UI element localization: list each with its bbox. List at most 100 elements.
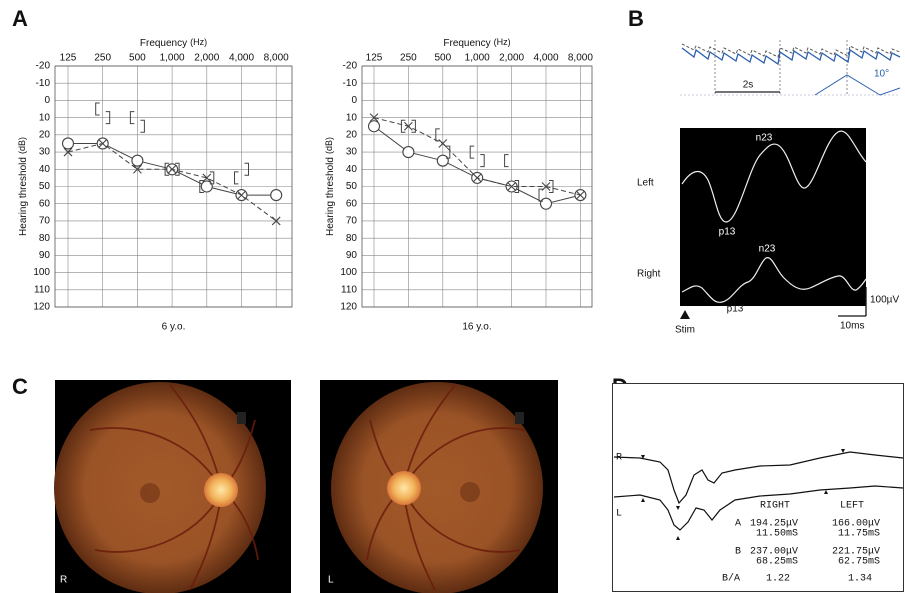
x-axis-title: Frequency xyxy=(140,38,187,49)
y-tick-label: 80 xyxy=(39,233,51,244)
row-label: B xyxy=(735,547,741,558)
y-tick-label: 100 xyxy=(340,267,357,278)
marker-bracket-left xyxy=(505,155,509,167)
marker-circle xyxy=(369,121,380,132)
y-tick-label: 100 xyxy=(33,267,50,278)
macula xyxy=(140,483,160,503)
cell: 68.25mS xyxy=(756,557,798,568)
x-tick-label: 8,000 xyxy=(568,53,593,64)
y-axis-unit: (dB) xyxy=(324,137,334,154)
peak-label: p13 xyxy=(727,304,744,315)
y-tick-label: 50 xyxy=(346,181,358,192)
eye-label: L xyxy=(328,575,334,586)
y-tick-label: -10 xyxy=(36,78,51,89)
y-tick-label: -20 xyxy=(36,61,51,72)
y-axis-label: Hearing threshold (dB) xyxy=(17,137,28,236)
x-tick-label: 125 xyxy=(60,53,77,64)
y-tick-label: 60 xyxy=(39,198,51,209)
macula xyxy=(460,482,480,502)
trace-label: L xyxy=(616,509,622,520)
trace-label: R xyxy=(616,453,622,464)
y-tick-label: 70 xyxy=(39,216,51,227)
stim-marker xyxy=(680,310,690,319)
y-tick-label: 110 xyxy=(341,284,357,295)
page: A B C D -20-1001020304050607080901001101… xyxy=(0,0,905,593)
y-tick-label: -20 xyxy=(343,61,358,72)
y-axis-unit: (dB) xyxy=(17,137,27,154)
cell: 62.75mS xyxy=(838,557,880,568)
y-tick-label: 50 xyxy=(39,181,51,192)
y-tick-label: 60 xyxy=(346,198,358,209)
marker-circle xyxy=(271,190,282,201)
marker-circle xyxy=(437,155,448,166)
x-tick-label: 2,000 xyxy=(499,53,524,64)
marker-circle xyxy=(541,198,552,209)
column-header: RIGHT xyxy=(760,501,790,512)
chart-caption: 6 y.o. xyxy=(162,322,186,333)
fundus-left: L xyxy=(320,380,558,593)
marker-bracket-left xyxy=(96,103,100,115)
y-axis-title: Hearing threshold xyxy=(18,157,29,236)
eye-label: R xyxy=(60,575,67,586)
y-tick-label: -10 xyxy=(343,78,358,89)
optic-disc xyxy=(387,471,421,505)
y-tick-label: 70 xyxy=(346,216,358,227)
marker-bracket-left xyxy=(235,172,239,184)
panel-label: B xyxy=(628,6,644,31)
x-axis-label: Frequency(Hz) xyxy=(140,37,207,48)
y-tick-label: 10 xyxy=(39,112,51,123)
y-tick-label: 40 xyxy=(346,164,358,175)
y-tick-label: 10 xyxy=(346,112,358,123)
x-tick-label: 2,000 xyxy=(194,53,219,64)
row-label: A xyxy=(735,519,741,530)
audiograms: -20 -10 0 10 20 30 40 50 60 70 80 90 100 110 120 125 250… xyxy=(17,37,593,332)
stim-label: Stim xyxy=(675,325,695,336)
y-tick-label: 0 xyxy=(44,95,50,106)
x-tick-label: 250 xyxy=(94,53,111,64)
x-tick-label: 1,000 xyxy=(160,53,185,64)
y-tick-label: 120 xyxy=(33,302,50,313)
peak-label: n23 xyxy=(756,133,773,144)
x-axis-unit: (Hz) xyxy=(494,37,511,47)
y-tick-label: 40 xyxy=(39,164,51,175)
y-tick-label: 30 xyxy=(346,147,358,158)
peak-label: p13 xyxy=(719,227,736,238)
column-header: LEFT xyxy=(840,501,864,512)
y-axis-title: Hearing threshold xyxy=(325,157,336,236)
y-tick-label: 20 xyxy=(39,129,51,140)
y-tick-label: 30 xyxy=(39,147,51,158)
panel-label: A xyxy=(12,6,28,31)
notch xyxy=(515,412,524,424)
notch xyxy=(237,412,246,424)
marker-bracket-right xyxy=(480,155,484,167)
y-tick-label: 120 xyxy=(340,302,357,313)
x-tick-label: 500 xyxy=(129,53,146,64)
x-tick-label: 250 xyxy=(400,53,417,64)
x-tick-label: 1,000 xyxy=(465,53,490,64)
cell: 1.34 xyxy=(848,574,872,585)
cell: 11.50mS xyxy=(756,529,798,540)
x-tick-label: 4,000 xyxy=(229,53,254,64)
peak-label: n23 xyxy=(759,244,776,255)
cell: 11.75mS xyxy=(838,529,880,540)
fundus-right: R xyxy=(54,380,291,593)
vep-background xyxy=(680,128,866,306)
eye-label: Right xyxy=(637,269,661,280)
y-axis-label: Hearing threshold (dB) xyxy=(324,137,335,236)
x-tick-label: 500 xyxy=(434,53,451,64)
x-tick-label: 125 xyxy=(366,53,383,64)
vep-panel: Left Right n23 p13 n23 p13 Stim 100µV 10… xyxy=(637,128,899,336)
cell: 1.22 xyxy=(766,574,790,585)
fundus xyxy=(331,382,543,593)
optic-disc xyxy=(204,473,238,507)
x-tick-label: 4,000 xyxy=(533,53,558,64)
y-tick-label: 110 xyxy=(34,284,50,295)
time-scale-label: 2s xyxy=(743,80,754,91)
erg-panel: R L RIGHT LEFT A 194.25μV 11.50mS 166.00… xyxy=(613,384,904,592)
y-tick-label: 90 xyxy=(346,250,358,261)
y-tick-label: 80 xyxy=(346,233,358,244)
eye-movement-trace: 2s 10° xyxy=(680,40,900,96)
time-scale-label: 10ms xyxy=(840,321,864,332)
y-tick-label: 20 xyxy=(346,129,358,140)
figure: A B C D -20-1001020304050607080901001101… xyxy=(0,0,905,593)
